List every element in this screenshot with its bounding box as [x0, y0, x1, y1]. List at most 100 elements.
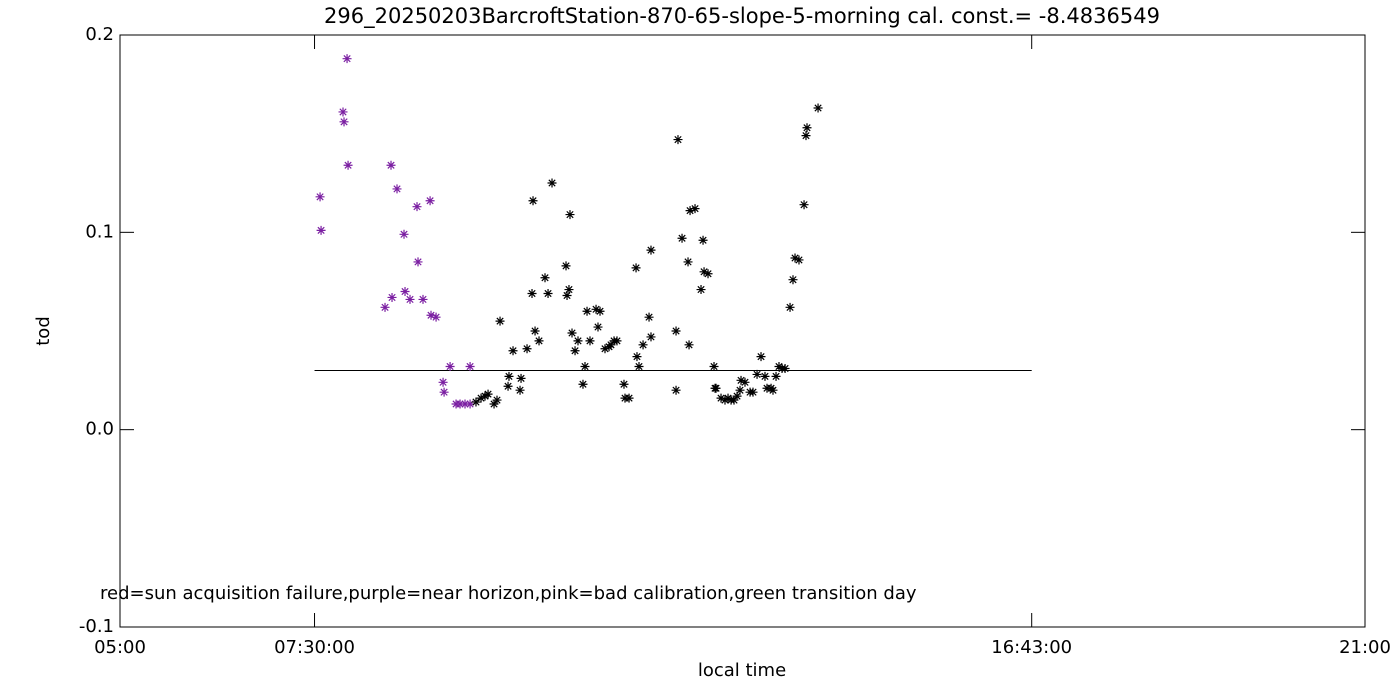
data-point: [794, 255, 804, 265]
data-point: [438, 377, 448, 387]
data-point: [732, 391, 742, 401]
data-point: [600, 344, 610, 354]
data-point: [387, 292, 397, 302]
data-point: [671, 326, 681, 336]
x-tick-label: 07:30:00: [274, 637, 355, 658]
data-point: [465, 362, 475, 372]
data-point: [703, 269, 713, 279]
data-point: [606, 340, 616, 350]
data-point: [591, 304, 601, 314]
data-point: [671, 385, 681, 395]
data-point: [425, 196, 435, 206]
data-point: [480, 391, 490, 401]
data-point: [709, 362, 719, 372]
x-axis-label: local time: [698, 660, 786, 681]
data-point: [522, 344, 532, 354]
data-point: [801, 131, 811, 141]
data-point: [439, 387, 449, 397]
data-point: [392, 184, 402, 194]
data-point: [530, 326, 540, 336]
data-point: [593, 322, 603, 332]
annotation: red=sun acquisition failure,purple=near …: [100, 583, 917, 604]
data-point: [316, 225, 326, 235]
x-tick-label: 21:00: [1339, 637, 1391, 658]
data-point: [632, 352, 642, 362]
data-point: [638, 340, 648, 350]
data-point: [508, 346, 518, 356]
data-point: [756, 352, 766, 362]
data-point: [646, 245, 656, 255]
data-point: [698, 235, 708, 245]
data-point: [573, 336, 583, 346]
data-point: [696, 285, 706, 295]
data-point: [619, 379, 629, 389]
data-point: [380, 302, 390, 312]
data-point: [492, 395, 502, 405]
y-tick-label: 0.2: [85, 24, 114, 45]
data-point: [426, 310, 436, 320]
data-point: [562, 290, 572, 300]
data-point: [445, 362, 455, 372]
data-point: [813, 103, 823, 113]
data-point: [780, 363, 790, 373]
data-point: [418, 294, 428, 304]
data-point: [673, 135, 683, 145]
data-point: [634, 362, 644, 372]
data-point: [785, 302, 795, 312]
data-point: [431, 312, 441, 322]
y-tick-label: 0.1: [85, 221, 114, 242]
data-point: [748, 387, 758, 397]
data-point: [646, 332, 656, 342]
data-point: [565, 210, 575, 220]
data-point: [495, 316, 505, 326]
data-point: [455, 399, 465, 409]
data-point: [465, 399, 475, 409]
data-point: [788, 275, 798, 285]
data-point: [476, 393, 486, 403]
data-point: [516, 373, 526, 383]
data-point: [540, 273, 550, 283]
data-point: [729, 395, 739, 405]
data-point: [400, 287, 410, 297]
chart-title: 296_20250203BarcroftStation-870-65-slope…: [324, 4, 1160, 29]
data-point: [685, 206, 695, 216]
y-tick-label: 0.0: [85, 419, 114, 440]
data-point: [386, 160, 396, 170]
y-tick-label: -0.1: [79, 616, 114, 637]
data-point: [699, 267, 709, 277]
data-point: [534, 336, 544, 346]
data-point: [471, 397, 481, 407]
data-point: [483, 389, 493, 399]
data-point: [612, 336, 622, 346]
data-point: [413, 257, 423, 267]
x-tick-label: 16:43:00: [991, 637, 1072, 658]
data-point: [543, 289, 553, 299]
data-point: [578, 379, 588, 389]
plot-frame: [119, 34, 1366, 628]
data-point: [405, 294, 415, 304]
data-point: [570, 346, 580, 356]
data-point: [515, 385, 525, 395]
data-point: [503, 381, 513, 391]
data-point: [585, 336, 595, 346]
data-point: [547, 178, 557, 188]
data-point: [624, 393, 634, 403]
data-point: [736, 375, 746, 385]
x-tick-label: 05:00: [94, 637, 146, 658]
data-point: [771, 371, 781, 381]
data-point: [760, 371, 770, 381]
data-point: [740, 377, 750, 387]
data-point: [460, 399, 470, 409]
data-point: [735, 385, 745, 395]
data-point: [527, 289, 537, 299]
data-point: [716, 393, 726, 403]
data-point: [339, 117, 349, 127]
data-point: [799, 200, 809, 210]
data-point: [412, 202, 422, 212]
data-point: [567, 328, 577, 338]
data-point: [342, 54, 352, 64]
data-point: [683, 257, 693, 267]
data-point: [315, 192, 325, 202]
data-point: [489, 399, 499, 409]
